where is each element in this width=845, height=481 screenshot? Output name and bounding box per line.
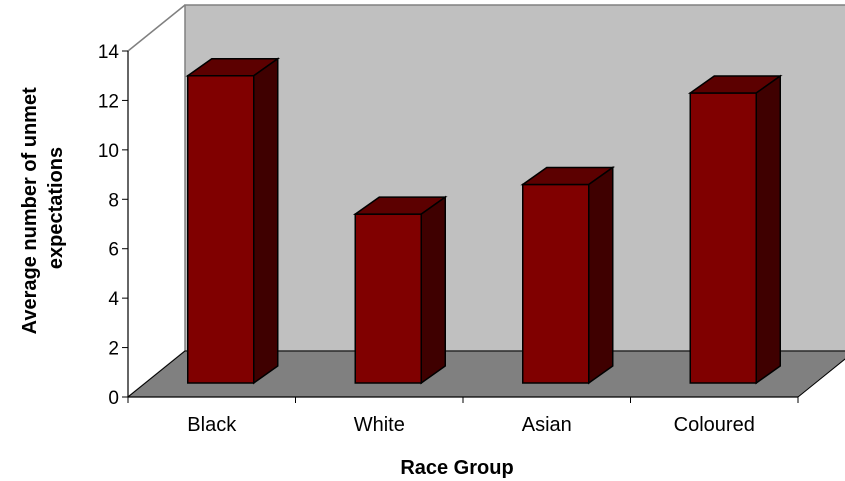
y-tick-label: 10: [98, 141, 119, 162]
bar: [185, 57, 281, 385]
y-tick-label: 8: [108, 190, 119, 211]
y-tick-label: 6: [108, 240, 119, 261]
x-category-label: Coloured: [674, 414, 755, 436]
y-tick-label: 12: [98, 91, 119, 112]
bar-front: [689, 92, 757, 384]
bar: [687, 74, 783, 385]
y-tick-label: 2: [108, 339, 119, 360]
bar: [520, 166, 616, 385]
y-axis-title: Average number of unmet expectations: [19, 82, 67, 335]
bar-front: [187, 74, 255, 384]
x-category-label: Asian: [522, 414, 572, 436]
wall-top-edge: [127, 4, 186, 52]
bar-front: [522, 183, 590, 384]
x-category-label: Black: [187, 414, 237, 436]
chart-labels: 0 2 4 6 8 10 12 14 Black White Asian Coloured: [98, 42, 755, 436]
x-category-label: White: [354, 414, 405, 436]
y-tick-label: 4: [108, 289, 119, 310]
bar: [352, 195, 448, 385]
bar-side: [588, 166, 614, 385]
y-tick-label: 14: [98, 42, 120, 63]
y-axis-title-line-1: Average number of unmet: [19, 87, 41, 334]
bar-side: [420, 195, 446, 385]
bar-front: [354, 213, 422, 384]
chart-axes: [122, 50, 799, 403]
y-tick-label: 0: [108, 388, 119, 409]
bar-side: [755, 74, 781, 385]
bar-side: [253, 57, 279, 385]
x-axis-title: Race Group: [400, 457, 513, 479]
y-axis-title-line-2: expectations: [45, 147, 67, 269]
chart-bars: [185, 57, 783, 385]
